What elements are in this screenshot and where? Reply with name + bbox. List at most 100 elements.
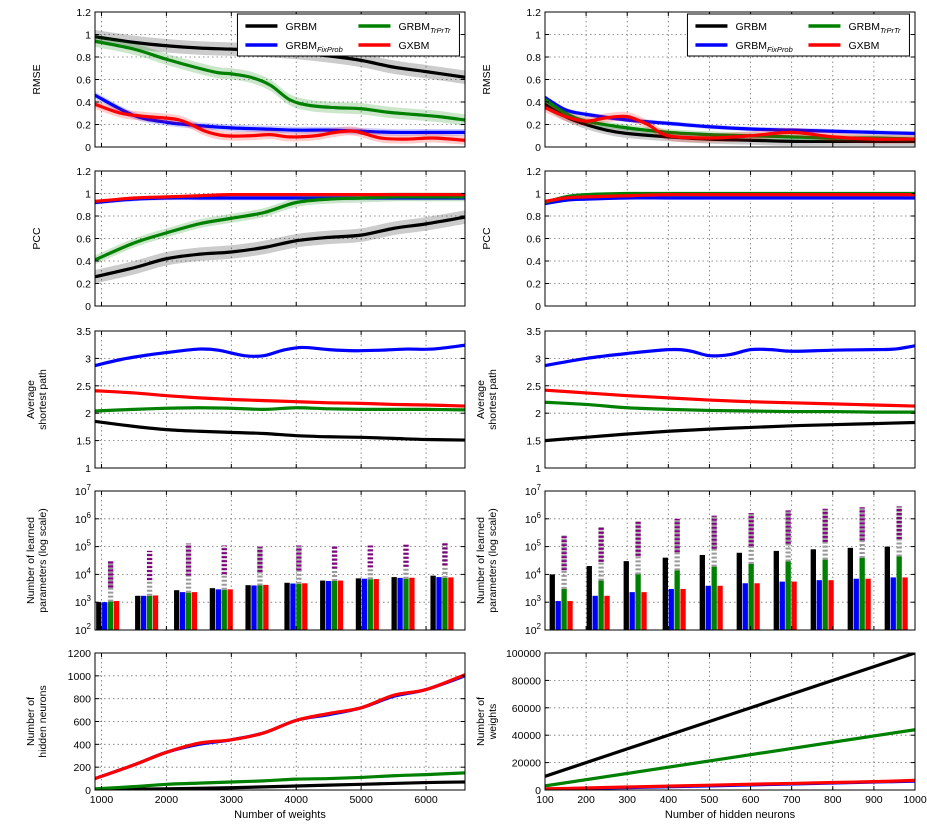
ticks: 0 0.2 0.4 0.6 0.8 1 1.2	[526, 166, 916, 313]
legend-label: GRBMFixProb	[735, 40, 792, 54]
bar-GXBM	[227, 589, 233, 630]
bar-group	[586, 527, 610, 630]
bar-GXBM	[567, 601, 573, 630]
grid	[545, 653, 915, 790]
x-tick-label: 700	[783, 794, 801, 806]
bar-GRBM	[586, 566, 592, 630]
panel-right-2: 0 0.2 0.4 0.6 0.8 1 1.2 PCC	[481, 166, 916, 313]
y-tick-label: 0	[85, 785, 91, 797]
bar-GRBM_FixProb	[326, 580, 332, 630]
y-tick-label: 102	[525, 622, 542, 637]
legend-item: GRBM	[245, 21, 317, 33]
axes-frame	[94, 330, 466, 469]
y-tick-label: 0.2	[526, 279, 541, 291]
series-line-GXBM	[95, 673, 465, 781]
y-tick-label: 0.6	[76, 75, 91, 87]
bar-GRBM	[810, 549, 816, 630]
panel-left-2: 0 0.2 0.4 0.6 0.8 1 1.2 PCC	[31, 166, 466, 313]
bar-GRBM	[135, 595, 141, 630]
bar-GRBM_TrPrTr	[859, 557, 865, 630]
bar-GRBM_FixProb	[705, 585, 711, 630]
series-line-GRBM_TrPrTr	[95, 195, 465, 262]
series-line-GXBM	[95, 389, 465, 408]
bar-GRBM_TrPrTr	[257, 585, 263, 630]
bar-group	[391, 544, 415, 630]
panel-left-5: 1000 2000 3000 4000 5000 6000 0 200 400 600 800 100…	[25, 648, 466, 821]
series-line-GRBM_FixProb	[95, 343, 465, 368]
y-axis-label-line: Number of	[25, 697, 37, 746]
bar-GRBM_FixProb	[251, 585, 257, 630]
y-tick-label: 0	[85, 142, 91, 154]
bar-GXBM	[828, 580, 834, 630]
bar-GRBM_TrPrTr	[403, 578, 409, 630]
panel-right-5: 100 200 300 400 500 600 700 800 900 1000 0 20000 400…	[475, 648, 927, 821]
series-line-GXBM	[95, 102, 465, 142]
legend-label: GRBMFixProb	[285, 40, 342, 54]
bar-GRBM_FixProb	[779, 581, 785, 630]
band-GRBM_TrPrTr	[545, 96, 915, 143]
bar-group	[355, 545, 379, 630]
legend-item: GRBM	[695, 21, 767, 33]
series-line-GRBM	[545, 420, 915, 443]
plot-area	[545, 95, 915, 146]
ticks: 0 0.2 0.4 0.6 0.8 1 1.2	[76, 166, 465, 313]
bar-GRBM_TrPrTr	[107, 601, 114, 630]
y-tick-label: 1	[535, 189, 541, 201]
bar-GXBM	[754, 583, 760, 630]
y-tick-label: 0.6	[526, 75, 541, 87]
y-tick-label: 40000	[512, 730, 541, 742]
bar-GRBM_FixProb	[179, 592, 186, 630]
y-tick-label: 0	[535, 785, 541, 797]
bar-GRBM	[284, 582, 290, 630]
panel-left-1: 0 0.2 0.4 0.6 0.8 1 1.2 RMSE GRBM GRBMTrPrTr GRBMF…	[31, 7, 466, 154]
series-line-GRBM_TrPrTr	[95, 771, 465, 790]
y-tick-label: 1200	[68, 648, 92, 660]
y-tick-label: 1	[85, 463, 91, 475]
y-tick-label: 0	[535, 301, 541, 313]
y-tick-label: 600	[73, 717, 91, 729]
y-tick-label: 0.8	[76, 211, 91, 223]
legend-item: GRBMFixProb	[695, 40, 793, 54]
y-axis-label: Average shortest path	[25, 369, 49, 430]
y-axis-label-line: RMSE	[31, 64, 43, 94]
bar-GRBM	[623, 561, 629, 630]
y-tick-label: 103	[75, 594, 92, 609]
y-axis-label-line: hidden neurons	[37, 685, 49, 757]
y-axis-label-line: Number of learned	[25, 517, 37, 604]
legend-label: GRBMTrPrTr	[398, 21, 451, 35]
bar-GRBM_FixProb	[361, 578, 368, 630]
series-line-GRBM_FixProb	[545, 344, 915, 368]
bar-group	[209, 545, 233, 630]
bar-group	[284, 545, 308, 630]
y-tick-label: 2	[535, 408, 541, 420]
plot-area	[95, 30, 465, 145]
bar-GRBM_TrPrTr	[367, 579, 373, 630]
y-tick-label: 3.5	[76, 326, 91, 338]
bar-GXBM	[902, 577, 908, 630]
y-tick-label: 0.8	[76, 52, 91, 64]
y-tick-label: 2.5	[76, 381, 91, 393]
panel-left-4: 102 103 104 105 106 107 Number of learned param…	[25, 483, 466, 637]
y-axis-label: Average shortest path	[475, 369, 499, 430]
ticks: 0 0.2 0.4 0.6 0.8 1 1.2	[526, 7, 916, 154]
bar-group	[773, 510, 797, 630]
plot-area	[95, 343, 465, 442]
band-GXBM	[545, 103, 915, 144]
y-tick-label: 0.8	[526, 52, 541, 64]
bar-GRBM	[245, 585, 251, 630]
panel-left-3: 1 1.5 2 2.5 3 3.5 Average shortest path	[25, 326, 466, 475]
series-line-GRBM	[95, 215, 465, 279]
bar-GXBM	[680, 588, 686, 630]
legend-label: GRBMTrPrTr	[848, 21, 901, 35]
bar-GRBM	[699, 554, 705, 630]
ticks: 102 103 104 105 106 107	[525, 483, 916, 637]
y-tick-label: 100000	[506, 648, 541, 660]
bar-GRBM_FixProb	[668, 588, 674, 630]
y-axis-label: Number of learned parameters (log scale)	[25, 508, 49, 612]
bar-group	[549, 535, 573, 630]
bar-group	[699, 515, 723, 630]
bar-GRBM_TrPrTr	[896, 556, 902, 630]
bar-group	[884, 506, 908, 630]
y-tick-label: 0.6	[526, 234, 541, 246]
